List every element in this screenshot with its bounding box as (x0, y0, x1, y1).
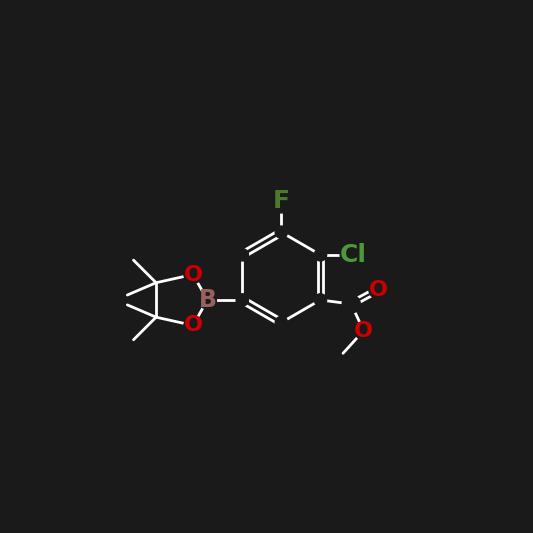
Circle shape (184, 317, 202, 334)
Circle shape (184, 265, 202, 284)
Circle shape (198, 291, 216, 309)
Circle shape (340, 241, 366, 268)
Text: O: O (183, 264, 203, 285)
Circle shape (314, 248, 327, 261)
Text: B: B (198, 288, 216, 312)
Circle shape (275, 226, 287, 238)
Circle shape (354, 322, 373, 340)
Circle shape (236, 294, 248, 306)
Circle shape (270, 190, 293, 213)
Text: O: O (368, 280, 387, 300)
Text: O: O (183, 316, 203, 335)
Text: O: O (354, 321, 373, 341)
Circle shape (369, 281, 387, 298)
Text: Cl: Cl (340, 243, 367, 267)
Circle shape (342, 295, 360, 313)
Circle shape (314, 294, 327, 306)
Circle shape (236, 248, 248, 261)
Circle shape (275, 317, 287, 329)
Text: F: F (273, 189, 290, 213)
